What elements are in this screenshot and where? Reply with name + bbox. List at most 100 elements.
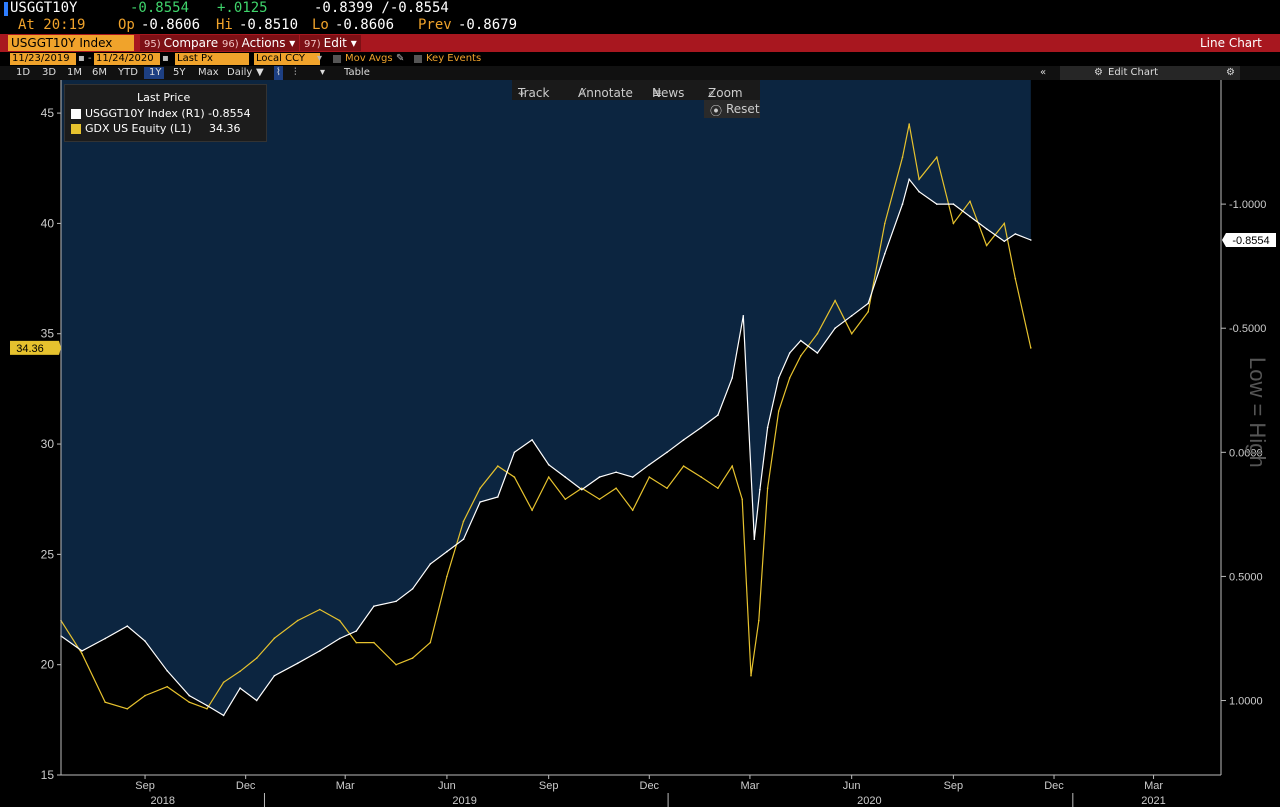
gdx-point-21 <box>462 520 465 523</box>
period-1m[interactable]: 1M <box>67 67 82 78</box>
tips-point-2 <box>104 637 106 640</box>
gdx-point-30 <box>615 487 617 490</box>
gdx-point-22 <box>479 487 481 490</box>
tips-point-35 <box>700 426 703 429</box>
gdx-point-5 <box>166 685 168 688</box>
tips-point-33 <box>666 451 668 454</box>
chart-style-caret-icon[interactable]: ▾ <box>320 67 326 78</box>
tips-point-58 <box>1014 233 1017 235</box>
gdx-point-39 <box>750 674 752 677</box>
tips-point-31 <box>631 476 634 478</box>
x-tick-label-2: Mar <box>336 780 355 792</box>
key-events-checkbox[interactable] <box>414 55 422 63</box>
date-separator-icon: - <box>88 53 92 64</box>
frequency-caret-icon[interactable]: ▼ <box>256 67 264 78</box>
pencil-icon[interactable]: ✎ <box>396 53 405 64</box>
legend-item-gdx[interactable]: GDX US Equity (L1) 34.36 <box>71 122 241 135</box>
command-bar: USGGT10Y Index 95) Compare 96) Actions ▾ 9… <box>0 34 1280 52</box>
tips-point-55 <box>969 215 971 218</box>
line-chart[interactable]: 15 20 25 30 35 40 45 -1.0000 -0.5000 0.0000 0.500… <box>0 80 1280 807</box>
tips-point-11 <box>273 674 276 677</box>
quote-time: At 20:19 <box>18 17 86 33</box>
tips-point-54 <box>952 203 955 205</box>
left-tick-label-20: 20 <box>41 658 55 672</box>
left-tick-label-40: 40 <box>41 216 55 230</box>
compare-button[interactable]: 95) Compare <box>140 35 223 51</box>
gdx-point-2 <box>104 701 106 703</box>
gdx-point-15 <box>355 641 358 644</box>
currency-caret-icon[interactable]: ▾ <box>317 53 323 64</box>
period-3d[interactable]: 3D <box>42 67 57 78</box>
legend-item-tips[interactable]: USGGT10Y Index (R1) -0.8554 <box>71 107 251 120</box>
reset-button[interactable]: ⦿ Reset <box>704 100 760 118</box>
mov-avgs-label[interactable]: Mov Avgs <box>345 53 393 64</box>
right-tick-label-0: -1.0000 <box>1229 199 1266 211</box>
right-axis-title: Low = High <box>1245 357 1270 468</box>
field-select[interactable]: Last Px <box>175 53 249 65</box>
table-button[interactable]: Table <box>344 67 370 78</box>
calendar-icon-2[interactable]: ▪ <box>162 53 169 64</box>
tips-point-26 <box>547 463 550 466</box>
x-tick-label-4: Sep <box>539 780 559 792</box>
frequency-select[interactable]: Daily <box>227 67 253 78</box>
period-1d[interactable]: 1D <box>16 67 31 78</box>
zoom-label: Zoom <box>708 86 743 100</box>
edit-chart-icon: ⚙ <box>1094 67 1103 78</box>
right-axis-title-text: Low = High <box>1245 357 1270 468</box>
gdx-point-19 <box>429 641 432 644</box>
x-tick-label-6: Mar <box>740 780 759 792</box>
tips-point-57 <box>1003 240 1006 243</box>
legend-value-tips: -0.8554 <box>208 107 251 120</box>
legend-label-tips: USGGT10Y Index (R1) <box>85 107 205 120</box>
calendar-icon[interactable]: ▪ <box>78 53 85 64</box>
year-label-0: 2018 <box>150 795 174 807</box>
gdx-point-38 <box>741 498 743 501</box>
tips-point-25 <box>531 439 533 441</box>
gdx-point-35 <box>700 476 703 478</box>
edit-chart-label: Edit Chart <box>1108 67 1159 78</box>
period-max[interactable]: Max <box>198 67 219 78</box>
gdx-point-27 <box>564 498 567 501</box>
edit-num: 97) <box>304 39 321 50</box>
end-date-field[interactable]: 11/24/2020 <box>94 53 160 65</box>
period-6m[interactable]: 6M <box>92 67 107 78</box>
tips-point-12 <box>296 662 299 665</box>
x-tick-label-10: Mar <box>1144 780 1163 792</box>
bar-chart-icon[interactable]: ⫶ <box>294 67 297 78</box>
key-events-label[interactable]: Key Events <box>426 53 482 64</box>
security-field[interactable]: USGGT10Y Index <box>8 35 134 51</box>
currency-select[interactable]: Local CCY <box>254 53 320 65</box>
period-5y[interactable]: 5Y <box>173 67 186 78</box>
tips-point-46 <box>834 327 836 330</box>
period-1y[interactable]: 1Y <box>149 67 162 78</box>
edit-chart-button[interactable]: ⚙ Edit Chart <box>1060 66 1240 80</box>
gdx-point-49 <box>884 222 886 225</box>
gdx-point-31 <box>631 509 634 512</box>
settings-gear-icon[interactable]: ⚙ <box>1226 67 1235 78</box>
tips-point-1 <box>81 650 83 652</box>
legend-label-gdx: GDX US Equity (L1) <box>85 122 192 135</box>
gdx-point-14 <box>338 619 341 622</box>
tips-point-47 <box>850 315 853 317</box>
start-date-field[interactable]: 11/23/2019 <box>10 53 76 65</box>
period-ytd[interactable]: YTD <box>118 67 138 78</box>
actions-button[interactable]: 96) Actions ▾ <box>218 35 300 51</box>
gdx-point-48 <box>867 310 869 313</box>
collapse-icon[interactable]: « <box>1040 67 1047 78</box>
gdx-point-50 <box>901 156 904 158</box>
tips-point-18 <box>411 588 414 590</box>
tips-point-23 <box>497 496 499 498</box>
compare-label: Compare <box>163 36 219 50</box>
reset-label: Reset <box>726 102 760 116</box>
x-tick-label-5: Dec <box>640 780 660 792</box>
quote-ticker[interactable]: USGGT10Y <box>10 0 78 16</box>
mov-avgs-checkbox[interactable] <box>333 55 341 63</box>
tips-point-40 <box>759 488 761 491</box>
right-tick-label-3: 0.5000 <box>1229 571 1263 583</box>
line-chart-icon[interactable]: ⌇ <box>274 66 283 80</box>
gdx-point-44 <box>800 355 802 357</box>
edit-button[interactable]: 97) Edit ▾ <box>300 35 361 51</box>
open-value: -0.8606 <box>141 17 201 33</box>
tips-point-13 <box>319 650 321 652</box>
x-tick-label-8: Sep <box>944 780 964 792</box>
